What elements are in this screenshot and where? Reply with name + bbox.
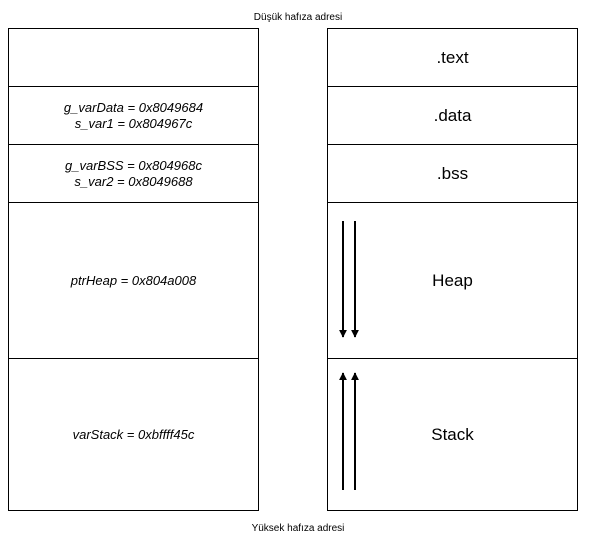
data-variables-cell: g_varData = 0x8049684 s_var1 = 0x804967c [9, 87, 258, 145]
data-segment-cell: .data [328, 87, 577, 145]
stack-variables-cell: varStack = 0xbffff45c [9, 359, 258, 511]
memory-segment-column: .text .data .bss Heap Stack [327, 28, 578, 511]
stack-segment-cell: Stack [328, 359, 577, 511]
varstack-address: varStack = 0xbffff45c [72, 427, 195, 442]
bss-variables-cell: g_varBSS = 0x804968c s_var2 = 0x8049688 [9, 145, 258, 203]
high-address-label: Yüksek hafıza adresi [251, 523, 345, 534]
bss-segment-label: .bss [436, 163, 469, 183]
s-var1-address: s_var1 = 0x804967c [74, 115, 193, 131]
s-var2-address: s_var2 = 0x8049688 [74, 173, 193, 189]
low-address-label: Düşük hafıza adresi [253, 12, 343, 23]
heap-segment-label: Heap [432, 270, 473, 290]
ptrheap-address: ptrHeap = 0x804a008 [70, 272, 197, 288]
text-variables-cell [9, 29, 258, 87]
heap-segment-cell: Heap [328, 203, 577, 359]
g-vardata-address: g_varData = 0x8049684 [63, 99, 204, 115]
variable-address-column: g_varData = 0x8049684 s_var1 = 0x804967c… [8, 28, 259, 511]
stack-segment-label: Stack [431, 425, 474, 444]
g-varbss-address: g_varBSS = 0x804968c [65, 157, 202, 173]
heap-variables-cell: ptrHeap = 0x804a008 [9, 203, 258, 359]
bss-segment-cell: .bss [328, 145, 577, 203]
text-segment-label: .text [436, 47, 469, 67]
data-segment-label: .data [433, 105, 472, 125]
text-segment-cell: .text [328, 29, 577, 87]
